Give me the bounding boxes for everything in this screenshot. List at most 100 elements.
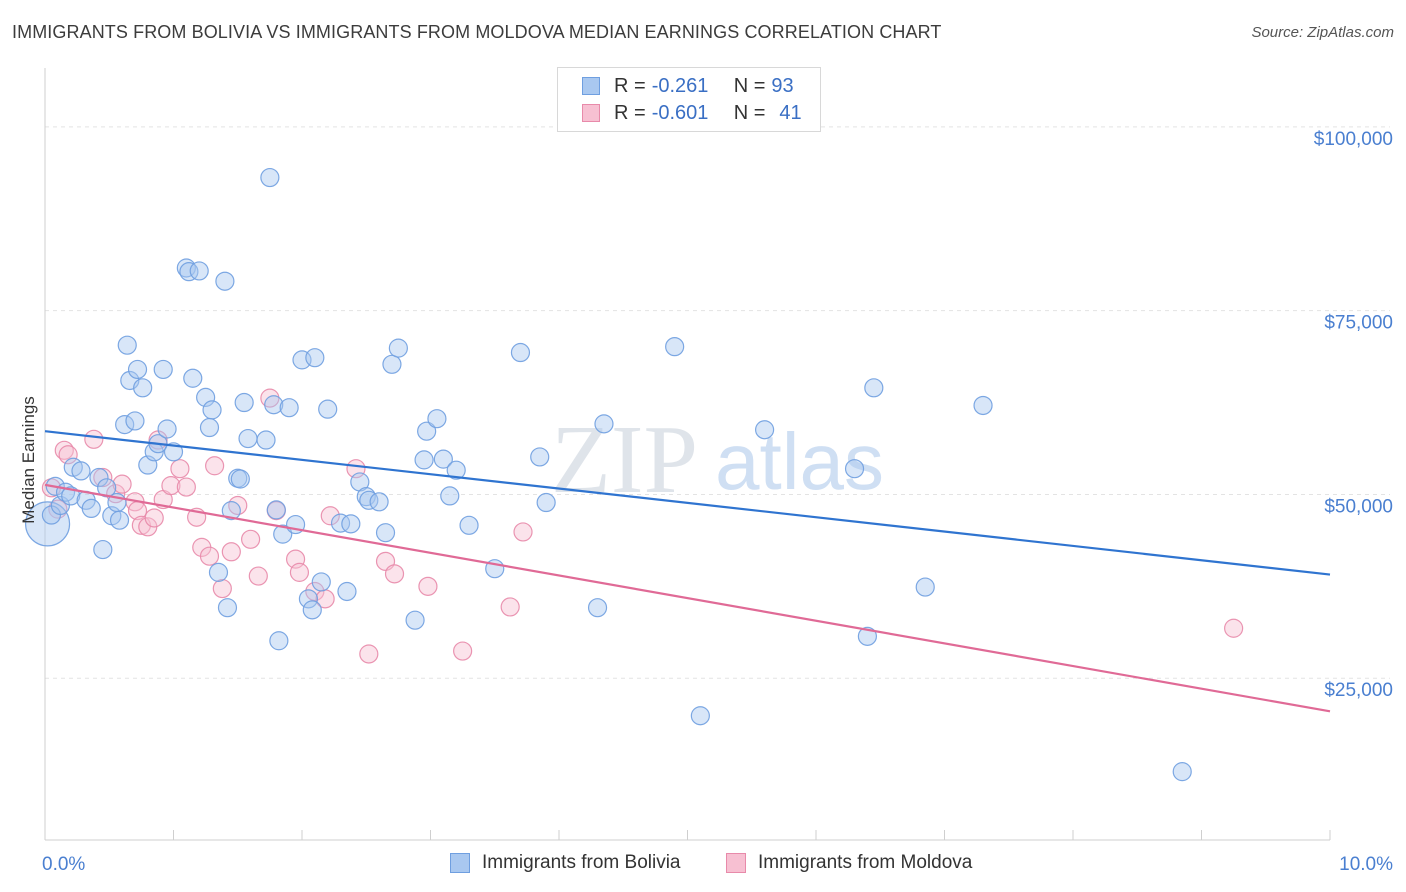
- bolivia-point: [356, 487, 376, 507]
- bolivia-point: [417, 421, 437, 441]
- bolivia-point: [109, 510, 130, 530]
- n-value-moldova: 41: [779, 101, 802, 124]
- x-tick-label-end: 10.0%: [1339, 854, 1393, 875]
- legend-item-moldova: Immigrants from Moldova: [726, 852, 972, 874]
- moldova-swatch: [582, 104, 600, 122]
- bolivia-point: [665, 337, 685, 357]
- y-axis-label: Median Earnings: [19, 396, 38, 524]
- bolivia-point: [427, 409, 447, 429]
- legend-label-moldova: Immigrants from Moldova: [758, 852, 973, 873]
- y-tick-label: $100,000: [1314, 129, 1393, 150]
- bolivia-point: [117, 335, 137, 355]
- r-label: R =: [614, 101, 646, 124]
- bolivia-point: [754, 420, 775, 440]
- bolivia-point: [269, 631, 289, 651]
- bolivia-point: [844, 459, 865, 479]
- bolivia-point: [433, 449, 453, 469]
- bolivia-point: [414, 450, 434, 470]
- bolivia-point: [536, 492, 556, 513]
- moldova-point: [176, 477, 196, 497]
- moldova-point: [199, 546, 220, 566]
- bolivia-point: [337, 581, 357, 602]
- bolivia-point: [153, 359, 173, 380]
- bolivia-point: [230, 469, 250, 489]
- n-label: N =: [733, 101, 766, 124]
- bolivia-point: [256, 430, 276, 450]
- y-tick-labels: $25,000 $50,000 $75,000 $100,000: [1314, 129, 1393, 701]
- moldova-point: [84, 429, 104, 449]
- moldova-point: [144, 508, 164, 528]
- legend-item-bolivia: Immigrants from Bolivia: [450, 852, 681, 874]
- legend-row-moldova: R = -0.601 N = 41: [582, 101, 802, 125]
- bolivia-point: [690, 706, 710, 726]
- bolivia-point: [273, 524, 293, 544]
- bolivia-point: [405, 610, 425, 630]
- moldova-point: [228, 495, 248, 516]
- correlation-legend: R = -0.261 N = 93 R = -0.601 N = 41: [557, 67, 821, 132]
- bolivia-point: [157, 419, 177, 439]
- bolivia-point: [208, 562, 229, 582]
- moldova-points: [41, 388, 1244, 664]
- bolivia-point: [266, 500, 286, 520]
- y-tick-label: $75,000: [1324, 313, 1393, 334]
- bolivia-point: [133, 378, 153, 398]
- moldova-point: [161, 476, 181, 496]
- bolivia-point: [382, 354, 402, 374]
- bolivia-point: [530, 447, 550, 467]
- bolivia-point: [179, 262, 199, 282]
- r-value-moldova: -0.601: [651, 101, 709, 124]
- bolivia-point: [93, 539, 113, 560]
- bolivia-point: [510, 342, 531, 363]
- bolivia-point: [594, 414, 614, 434]
- watermark-zip: ZIP: [551, 406, 698, 514]
- bolivia-point: [196, 387, 216, 407]
- moldova-point: [453, 641, 473, 661]
- bolivia-point: [202, 400, 222, 420]
- bolivia-point: [446, 460, 466, 480]
- bolivia-point: [61, 486, 81, 506]
- bolivia-point: [215, 271, 235, 291]
- moldova-point: [500, 597, 520, 617]
- bolivia-point: [305, 348, 325, 368]
- moldova-point: [212, 578, 232, 599]
- moldova-point: [248, 566, 268, 586]
- bolivia-point: [183, 368, 203, 388]
- bolivia-point: [973, 395, 993, 416]
- bolivia-point: [330, 513, 351, 533]
- moldova-point: [1224, 618, 1244, 638]
- axes: [44, 68, 1331, 841]
- source-credit: Source: ZipAtlas.com: [1251, 24, 1394, 41]
- bolivia-point: [915, 577, 935, 597]
- moldova-point: [241, 529, 261, 549]
- moldova-point: [418, 576, 438, 596]
- moldova-point: [513, 522, 533, 542]
- bolivia-point: [279, 398, 299, 418]
- x-tick-label-start: 0.0%: [42, 854, 85, 875]
- bolivia-point: [388, 338, 408, 358]
- bolivia-point: [238, 428, 258, 449]
- bolivia-point: [440, 486, 460, 506]
- bolivia-swatch: [582, 77, 600, 95]
- bolivia-point: [264, 395, 284, 415]
- bolivia-point: [189, 261, 209, 281]
- bolivia-point: [199, 417, 220, 438]
- bolivia-point: [163, 442, 184, 462]
- y-tick-label: $50,000: [1324, 496, 1393, 517]
- bolivia-point: [857, 626, 878, 646]
- r-label: R =: [614, 74, 646, 97]
- bolivia-point: [459, 515, 479, 535]
- bolivia-point: [115, 414, 135, 435]
- moldova-point: [221, 542, 241, 562]
- bolivia-point: [221, 501, 241, 521]
- watermark-atlas: atlas: [715, 417, 884, 506]
- gridlines: [45, 126, 1390, 679]
- legend-label-bolivia: Immigrants from Bolivia: [482, 852, 681, 873]
- moldova-legend-swatch: [726, 853, 746, 873]
- bolivia-point: [341, 514, 361, 534]
- y-tick-label: $25,000: [1324, 680, 1393, 701]
- bolivia-point: [81, 498, 101, 519]
- moldova-point: [289, 562, 310, 582]
- bolivia-point: [89, 467, 109, 488]
- moldova-point: [112, 474, 132, 494]
